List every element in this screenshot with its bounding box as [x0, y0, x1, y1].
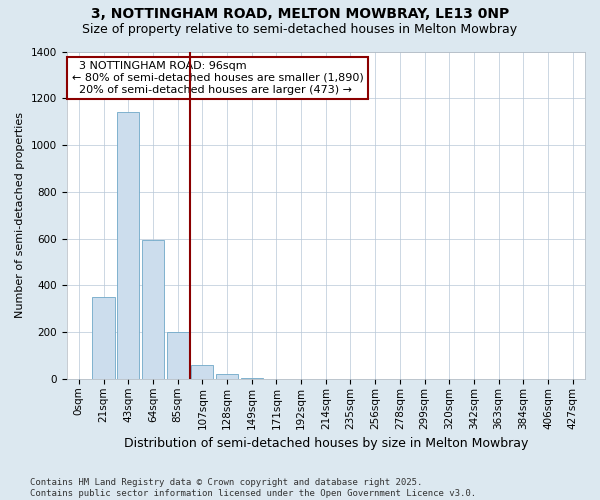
- Bar: [216, 374, 238, 379]
- Text: 3, NOTTINGHAM ROAD, MELTON MOWBRAY, LE13 0NP: 3, NOTTINGHAM ROAD, MELTON MOWBRAY, LE13…: [91, 8, 509, 22]
- Bar: [191, 365, 214, 379]
- Bar: [92, 297, 115, 379]
- Y-axis label: Number of semi-detached properties: Number of semi-detached properties: [15, 112, 25, 318]
- Bar: [167, 332, 189, 379]
- Text: Contains HM Land Registry data © Crown copyright and database right 2025.
Contai: Contains HM Land Registry data © Crown c…: [30, 478, 476, 498]
- Bar: [117, 112, 139, 379]
- X-axis label: Distribution of semi-detached houses by size in Melton Mowbray: Distribution of semi-detached houses by …: [124, 437, 528, 450]
- Text: 3 NOTTINGHAM ROAD: 96sqm  
← 80% of semi-detached houses are smaller (1,890)
  2: 3 NOTTINGHAM ROAD: 96sqm ← 80% of semi-d…: [72, 62, 364, 94]
- Bar: [241, 378, 263, 379]
- Bar: [142, 240, 164, 379]
- Text: Size of property relative to semi-detached houses in Melton Mowbray: Size of property relative to semi-detach…: [82, 22, 518, 36]
